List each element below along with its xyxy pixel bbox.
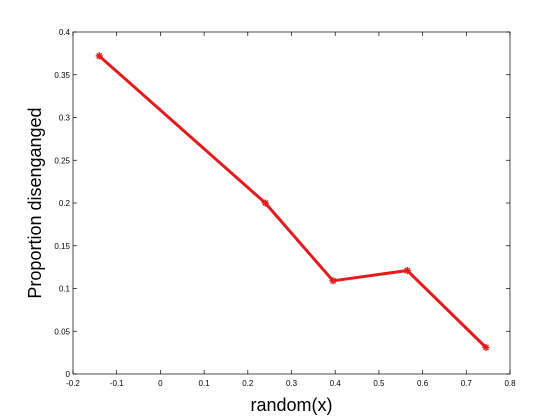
data-point <box>482 343 490 352</box>
y-tick-label: 0.35 <box>54 71 70 80</box>
x-axis-ticks: -0.2 -0.1 0 0.1 0.2 0.3 0.4 0.5 0.6 0.7 0.8 <box>66 32 516 388</box>
x-tick-label: -0.2 <box>66 379 80 388</box>
x-tick-label: 0.2 <box>242 379 254 388</box>
x-tick-label: 0.3 <box>286 379 298 388</box>
x-tick-label: 0.4 <box>330 379 342 388</box>
x-tick-label: 0.7 <box>461 379 473 388</box>
y-tick-label: 0.15 <box>54 242 70 251</box>
data-point <box>403 266 411 275</box>
x-tick-label: 0.5 <box>373 379 385 388</box>
x-tick-label: -0.1 <box>110 379 124 388</box>
x-axis-label: random(x) <box>250 395 332 415</box>
y-tick-label: 0 <box>66 370 71 379</box>
y-axis-ticks: 0 0.05 0.1 0.15 0.2 0.25 0.3 0.35 0.4 <box>54 28 510 379</box>
y-tick-label: 0.2 <box>59 199 71 208</box>
plot-area <box>72 31 511 375</box>
y-tick-label: 0.05 <box>54 327 70 336</box>
x-tick-label: 0.6 <box>417 379 429 388</box>
y-tick-label: 0.1 <box>59 285 71 294</box>
y-axis-label: Proportion disenganged <box>25 107 45 298</box>
series-layer <box>95 52 490 352</box>
data-point <box>95 52 103 60</box>
data-point <box>329 277 337 285</box>
data-point <box>261 199 269 207</box>
x-tick-label: 0 <box>158 379 163 388</box>
y-tick-label: 0.25 <box>54 156 70 165</box>
x-tick-label: 0.8 <box>504 379 516 388</box>
y-tick-label: 0.4 <box>59 28 71 37</box>
x-tick-label: 0.1 <box>199 379 211 388</box>
y-tick-label: 0.3 <box>59 114 71 123</box>
